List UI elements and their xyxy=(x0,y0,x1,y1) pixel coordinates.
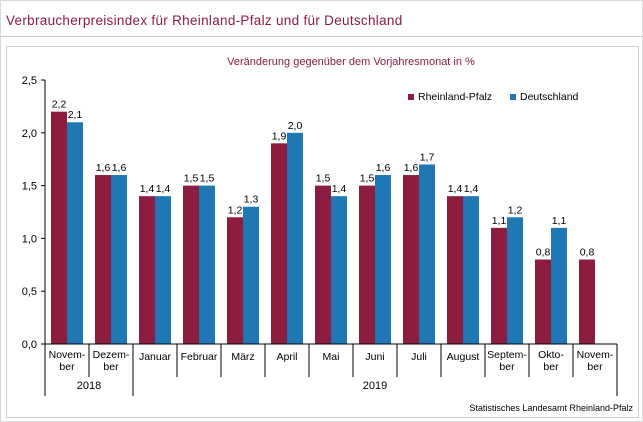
data-label: 1,3 xyxy=(244,194,259,206)
legend-label: Rheinland-Pfalz xyxy=(418,91,492,103)
data-label: 1,2 xyxy=(228,204,243,216)
y-tick-label: 2,0 xyxy=(22,128,37,140)
bar-deutschland xyxy=(375,175,391,344)
x-tick-label: April xyxy=(276,351,297,363)
x-tick-label: Okto- xyxy=(538,349,564,361)
x-tick-label: Mai xyxy=(323,351,340,363)
chart-title: Verbraucherpreisindex für Rheinland-Pfal… xyxy=(6,13,403,28)
year-label: 2019 xyxy=(363,380,387,392)
bar-rheinland-pfalz xyxy=(183,185,199,344)
bar-rheinland-pfalz xyxy=(51,111,67,345)
bar-deutschland xyxy=(67,122,83,345)
data-label: 1,4 xyxy=(332,183,347,195)
data-label: 1,6 xyxy=(96,162,111,174)
x-tick-label: ber xyxy=(543,361,559,373)
bar-deutschland xyxy=(331,196,347,344)
data-label: 1,1 xyxy=(552,215,567,227)
data-label: 1,6 xyxy=(112,162,127,174)
x-tick-label: ber xyxy=(59,361,75,373)
data-label: 2,0 xyxy=(288,120,303,132)
y-tick-label: 1,5 xyxy=(22,181,37,193)
data-label: 1,4 xyxy=(140,183,155,195)
data-label: 0,8 xyxy=(536,247,551,259)
x-tick-label: Januar xyxy=(139,351,172,363)
legend-label: Deutschland xyxy=(520,91,579,103)
bar-rheinland-pfalz xyxy=(579,259,595,344)
data-label: 1,7 xyxy=(420,151,435,163)
title-divider xyxy=(0,36,643,37)
bar-deutschland xyxy=(155,196,171,344)
x-tick-label: Septem- xyxy=(487,349,527,361)
data-label: 1,9 xyxy=(272,130,287,142)
bar-deutschland xyxy=(199,185,215,344)
chart-subtitle: Veränderung gegenüber dem Vorjahresmonat… xyxy=(227,56,475,68)
x-tick-label: März xyxy=(231,351,254,363)
data-label: 1,1 xyxy=(492,215,507,227)
bar-deutschland xyxy=(463,196,479,344)
x-tick-label: Februar xyxy=(181,351,218,363)
data-label: 1,5 xyxy=(184,173,199,185)
x-tick-label: ber xyxy=(587,361,603,373)
bar-deutschland xyxy=(111,175,127,344)
data-label: 1,2 xyxy=(508,204,523,216)
legend-swatch xyxy=(408,94,414,100)
data-label: 2,2 xyxy=(52,99,67,111)
bar-deutschland xyxy=(419,164,435,344)
data-label: 1,4 xyxy=(156,183,171,195)
bar-rheinland-pfalz xyxy=(491,227,507,344)
year-label: 2018 xyxy=(77,380,101,392)
bar-rheinland-pfalz xyxy=(315,185,331,344)
x-tick-label: August xyxy=(447,351,480,363)
bar-deutschland xyxy=(551,227,567,344)
data-label: 2,1 xyxy=(68,109,83,121)
legend-swatch xyxy=(510,94,516,100)
x-tick-label: Juli xyxy=(411,351,427,363)
data-label: 1,4 xyxy=(464,183,479,195)
x-tick-label: Novem- xyxy=(49,349,86,361)
data-label: 1,4 xyxy=(448,183,463,195)
y-tick-label: 2,5 xyxy=(22,75,37,87)
data-label: 1,6 xyxy=(404,162,419,174)
data-label: 0,8 xyxy=(580,247,595,259)
bar-rheinland-pfalz xyxy=(403,175,419,344)
x-tick-label: Novem- xyxy=(577,349,614,361)
x-tick-label: ber xyxy=(103,361,119,373)
bar-deutschland xyxy=(507,217,523,344)
x-tick-label: Juni xyxy=(365,351,384,363)
data-label: 1,6 xyxy=(376,162,391,174)
bar-rheinland-pfalz xyxy=(139,196,155,344)
bar-rheinland-pfalz xyxy=(535,259,551,344)
source-note: Statistisches Landesamt Rheinland-Pfalz xyxy=(469,403,633,413)
data-label: 1,5 xyxy=(316,173,331,185)
data-label: 1,5 xyxy=(200,173,215,185)
data-label: 1,5 xyxy=(360,173,375,185)
bar-rheinland-pfalz xyxy=(359,185,375,344)
bar-rheinland-pfalz xyxy=(227,217,243,344)
x-tick-label: ber xyxy=(499,361,515,373)
y-tick-label: 0,0 xyxy=(22,339,37,351)
bar-deutschland xyxy=(287,132,303,344)
bar-deutschland xyxy=(243,206,259,344)
bar-rheinland-pfalz xyxy=(95,175,111,344)
bar-rheinland-pfalz xyxy=(447,196,463,344)
x-tick-label: Dezem- xyxy=(93,349,130,361)
y-tick-label: 0,5 xyxy=(22,286,37,298)
chart-area-border xyxy=(6,46,639,418)
y-tick-label: 1,0 xyxy=(22,233,37,245)
bar-rheinland-pfalz xyxy=(271,143,287,344)
